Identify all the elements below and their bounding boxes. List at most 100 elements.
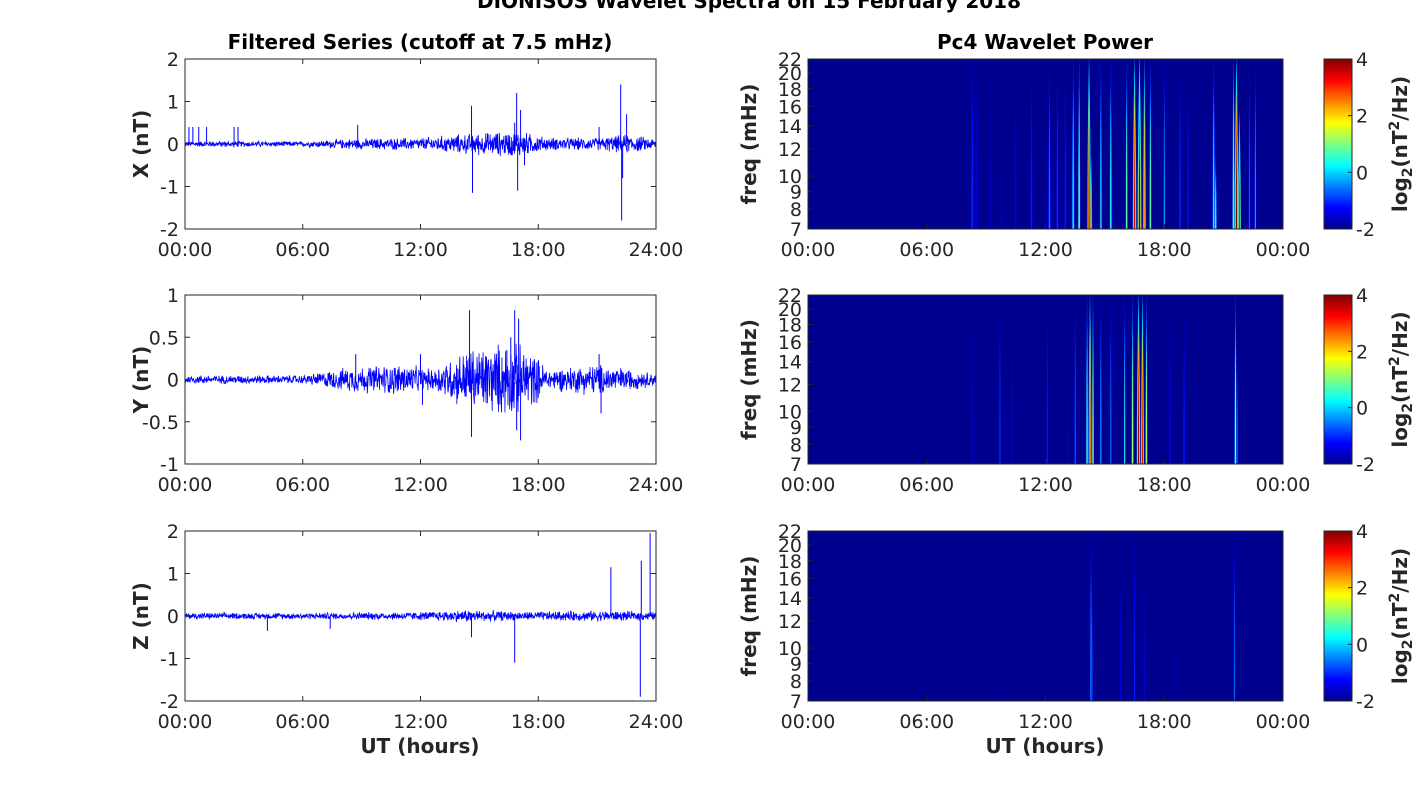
wavelet-burst-1-5: [1074, 345, 1076, 464]
ts-xtick-label: 18:00: [511, 711, 566, 733]
wavelet-ytick-label: 7: [790, 454, 802, 476]
wavelet-ytick-label: 7: [790, 219, 802, 241]
wavelet-ytick-label: 14: [778, 116, 802, 138]
colorbar-1: [1323, 294, 1353, 465]
wavelet-burst-0-26: [1235, 110, 1238, 229]
ts-ytick-label: 1: [167, 285, 179, 307]
ts-xtick-label: 00:00: [158, 711, 213, 733]
wavelet-burst-0-3: [1001, 110, 1003, 229]
ts-ytick-label: 1: [167, 92, 179, 114]
wavelet-xtick-label: 00:00: [1256, 711, 1311, 733]
wavelet-burst-0-16: [1134, 110, 1136, 229]
wavelet-burst-1-3: [1047, 345, 1048, 464]
colorbar-label: log2(nT2/Hz): [1387, 76, 1416, 212]
wavelet-burst-0-11: [1088, 110, 1090, 229]
ts-ytick-label: 0: [167, 134, 179, 156]
wavelet-bursts-2: [991, 531, 1236, 701]
ts-xtick-label: 06:00: [275, 239, 330, 261]
colorbar-0: [1323, 58, 1353, 230]
wavelet-ytick-label: 9: [790, 654, 802, 676]
ts-ytick-label: 0: [167, 370, 179, 392]
wavelet-burst-1-17: [1183, 345, 1185, 464]
wavelet-bursts-1: [971, 295, 1239, 464]
ts-xtick-label: 06:00: [275, 474, 330, 496]
wavelet-xtick-label: 18:00: [1137, 711, 1192, 733]
wavelet-burst-0-24: [1215, 178, 1217, 229]
wavelet-ytick-label: 22: [778, 521, 802, 543]
ts-trace-2: [185, 609, 656, 623]
wavelet-xtick-label: 06:00: [899, 474, 954, 496]
ts-ytick-label: 0.5: [149, 327, 179, 349]
wavelet-ytick-label: 20: [778, 535, 802, 557]
suptitle: DIONISOS Wavelet Spectra on 15 February …: [477, 0, 1021, 13]
wavelet-burst-0-13: [1100, 110, 1102, 229]
wavelet-burst-1-14: [1142, 345, 1143, 464]
wavelet-burst-0-21: [1179, 110, 1181, 229]
colorbar-tick-label: 2: [1356, 578, 1368, 600]
wavelet-ytick-label: 8: [790, 434, 802, 456]
wavelet-burst-1-1: [999, 345, 1001, 464]
wavelet-burst-0-27: [1239, 147, 1240, 229]
ts-trace-1: [185, 343, 656, 413]
wavelet-xtick-label: 18:00: [1137, 474, 1192, 496]
wavelet-burst-2-0: [1090, 582, 1092, 701]
colorbar-label: log2(nT2/Hz): [1387, 548, 1416, 684]
wavelet-ytick-label: 8: [790, 671, 802, 693]
wavelet-burst-0-29: [1254, 110, 1256, 229]
colorbar-tick-label: 4: [1356, 521, 1368, 543]
wavelet-ytick-label: 12: [778, 611, 802, 633]
colorbar-tick-label: -2: [1356, 454, 1375, 476]
wavelet-burst-1-2: [1011, 345, 1013, 464]
wavelet-burst-1-10: [1110, 345, 1112, 464]
ts-ylabel: X (nT): [129, 110, 153, 179]
wavelet-burst-0-5: [1031, 110, 1033, 229]
wavelet-burst-0-1: [975, 110, 977, 229]
ts-xtick-label: 06:00: [275, 711, 330, 733]
colorbar-label: log2(nT2/Hz): [1387, 311, 1416, 447]
wavelet-burst-1-18: [1235, 345, 1236, 464]
ts-xtick-label: 18:00: [511, 474, 566, 496]
wavelet-ytick-label: 14: [778, 352, 802, 374]
wavelet-burst-2-3: [1134, 582, 1135, 701]
wavelet-bursts-0: [970, 59, 1257, 229]
wavelet-ytick-label: 8: [790, 199, 802, 221]
wavelet-xtick-label: 06:00: [899, 711, 954, 733]
wavelet-burst-1-7: [1089, 345, 1091, 464]
colorbar-tick-label: 4: [1356, 49, 1368, 71]
wavelet-burst-0-25: [1233, 110, 1234, 229]
ts-xtick-label: 00:00: [158, 239, 213, 261]
wavelet-burst-0-0: [971, 110, 973, 229]
ts-xtick-label: 18:00: [511, 239, 566, 261]
wavelet-ytick-label: 9: [790, 417, 802, 439]
wavelet-ylabel: freq (mHz): [737, 84, 761, 205]
wavelet-burst-0-8: [1064, 110, 1066, 229]
wavelet-burst-0-10: [1078, 110, 1080, 229]
wavelet-ytick-label: 10: [778, 401, 802, 423]
wavelet-burst-1-13: [1137, 345, 1140, 464]
ts-ytick-label: 2: [167, 521, 179, 543]
ts-xtick-label: 00:00: [158, 474, 213, 496]
wavelet-burst-1-12: [1132, 345, 1133, 464]
wavelet-burst-0-18: [1144, 110, 1145, 229]
wavelet-burst-0-23: [1213, 110, 1215, 229]
wavelet-burst-1-0: [971, 345, 973, 464]
wavelet-burst-0-20: [1163, 110, 1165, 229]
ts-ytick-label: 0: [167, 606, 179, 628]
wavelet-ytick-label: 22: [778, 49, 802, 71]
right-column-title: Pc4 Wavelet Power: [937, 30, 1153, 54]
ts-ytick-label: -2: [160, 219, 179, 241]
wavelet-burst-1-9: [1100, 345, 1102, 464]
colorbar-tick-label: 0: [1356, 162, 1368, 184]
wavelet-xtick-label: 06:00: [899, 239, 954, 261]
ts-xtick-label: 12:00: [393, 239, 448, 261]
right-xlabel: UT (hours): [985, 734, 1104, 758]
wavelet-burst-1-11: [1124, 345, 1125, 464]
wavelet-ylabel: freq (mHz): [737, 319, 761, 440]
wavelet-xtick-label: 00:00: [1256, 239, 1311, 261]
wavelet-xtick-label: 00:00: [781, 474, 836, 496]
wavelet-burst-0-4: [1015, 110, 1017, 229]
colorbar-tick-label: 2: [1356, 106, 1368, 128]
wavelet-burst-0-17: [1138, 110, 1141, 229]
ts-ylabel: Z (nT): [129, 582, 153, 650]
